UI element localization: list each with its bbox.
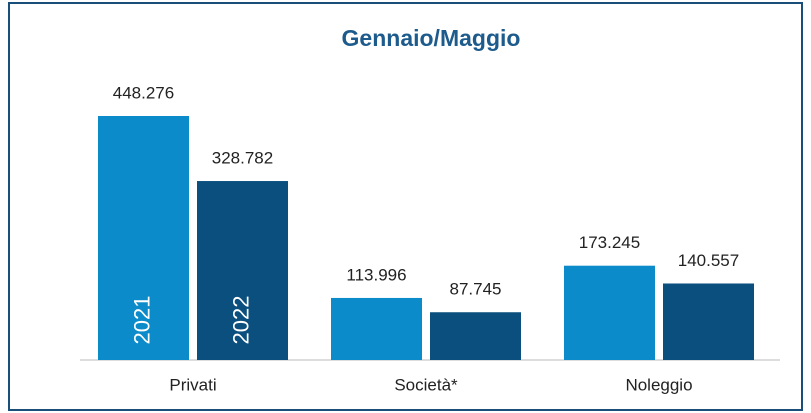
x-tick-label: Società* [394,375,458,394]
legend-label: 2021 [129,296,154,345]
legend-label: 2022 [228,296,253,345]
bar [564,265,655,360]
data-label: 328.782 [212,149,273,168]
data-label: 140.557 [678,251,739,270]
x-tick-label: Noleggio [625,375,692,394]
chart-title: Gennaio/Maggio [342,25,521,51]
bar [663,283,754,360]
data-label: 448.276 [113,83,174,102]
bar [430,312,521,360]
data-label: 173.245 [579,233,640,252]
bar [98,116,189,360]
data-label: 113.996 [346,265,406,284]
bar [331,297,422,360]
x-tick-label: Privati [169,375,216,394]
bar [197,181,288,360]
data-label: 87.745 [450,280,502,299]
